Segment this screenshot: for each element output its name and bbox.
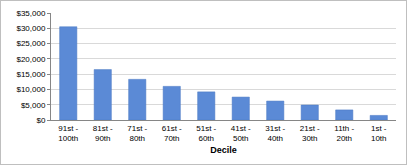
svg-text:$25,000: $25,000 xyxy=(16,39,45,48)
svg-text:$20,000: $20,000 xyxy=(16,55,45,64)
svg-text:1st -10th: 1st -10th xyxy=(371,124,387,143)
svg-text:$10,000: $10,000 xyxy=(16,85,45,94)
svg-text:$5,000: $5,000 xyxy=(21,101,46,110)
svg-text:91st -100th: 91st -100th xyxy=(58,124,78,143)
svg-text:71st -80th: 71st -80th xyxy=(127,124,147,143)
svg-text:21st -30th: 21st -30th xyxy=(300,124,320,143)
svg-text:$35,000: $35,000 xyxy=(16,9,45,18)
svg-text:41st -50th: 41st -50th xyxy=(231,124,251,143)
svg-text:$15,000: $15,000 xyxy=(16,70,45,79)
svg-text:$0: $0 xyxy=(36,116,45,125)
svg-text:31st -40th: 31st -40th xyxy=(265,124,285,143)
svg-text:11th -20th: 11th -20th xyxy=(334,124,354,143)
svg-text:81st -90th: 81st -90th xyxy=(93,124,113,143)
svg-text:61st -70th: 61st -70th xyxy=(162,124,182,143)
svg-text:$30,000: $30,000 xyxy=(16,24,45,33)
svg-text:51st -60th: 51st -60th xyxy=(196,124,216,143)
svg-text:Decile: Decile xyxy=(210,145,237,155)
